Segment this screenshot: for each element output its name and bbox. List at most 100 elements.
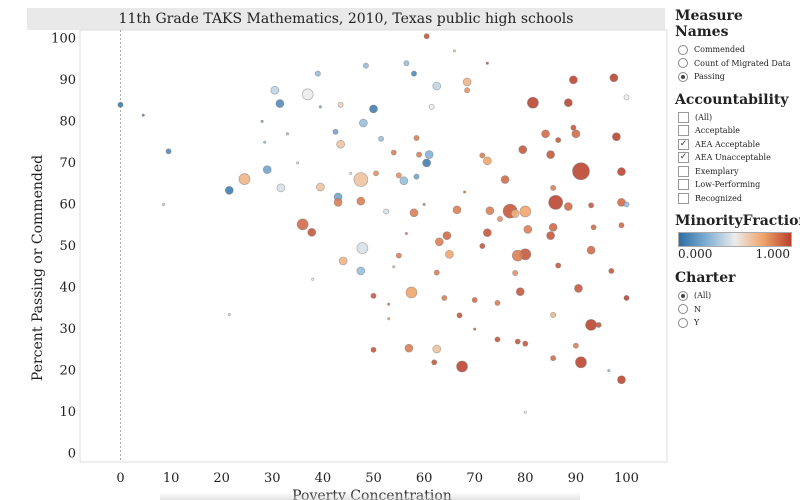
- data-point[interactable]: [571, 129, 581, 139]
- data-point[interactable]: [483, 156, 492, 166]
- data-point[interactable]: [572, 162, 590, 181]
- data-point[interactable]: [515, 287, 525, 297]
- data-point[interactable]: [383, 208, 390, 215]
- data-point[interactable]: [590, 224, 597, 231]
- data-point[interactable]: [224, 185, 234, 195]
- data-point[interactable]: [550, 184, 557, 191]
- measure-radio[interactable]: [678, 58, 688, 69]
- data-point[interactable]: [510, 209, 520, 218]
- data-point[interactable]: [612, 132, 621, 142]
- accountability-filter[interactable]: (All) Acceptable ✓ AEA Acceptable ✓ AEA Unacc…: [675, 111, 800, 206]
- data-point[interactable]: [369, 104, 378, 114]
- accountability-checkbox[interactable]: [678, 111, 689, 123]
- data-point[interactable]: [442, 231, 452, 240]
- data-point[interactable]: [370, 346, 377, 353]
- data-point[interactable]: [411, 70, 417, 77]
- data-point[interactable]: [276, 183, 286, 193]
- data-point[interactable]: [403, 60, 410, 67]
- data-point[interactable]: [338, 256, 348, 266]
- data-point[interactable]: [356, 196, 366, 206]
- data-point[interactable]: [238, 173, 251, 185]
- data-point[interactable]: [432, 344, 442, 354]
- data-point[interactable]: [456, 312, 463, 319]
- charter-radio[interactable]: [678, 304, 688, 315]
- data-point[interactable]: [514, 338, 521, 345]
- data-point[interactable]: [441, 294, 448, 301]
- data-point[interactable]: [395, 252, 402, 259]
- measure-radio[interactable]: [678, 71, 688, 82]
- data-point[interactable]: [387, 317, 391, 321]
- data-point[interactable]: [575, 356, 587, 369]
- data-point[interactable]: [316, 182, 325, 192]
- accountability-checkbox[interactable]: [678, 179, 689, 191]
- data-point[interactable]: [555, 262, 562, 269]
- data-point[interactable]: [378, 135, 385, 142]
- data-point[interactable]: [485, 61, 489, 65]
- data-point[interactable]: [452, 49, 457, 53]
- data-point[interactable]: [301, 88, 314, 101]
- data-point[interactable]: [422, 202, 426, 207]
- measure-option[interactable]: Commended: [675, 43, 800, 57]
- measure-radio[interactable]: [678, 44, 688, 55]
- data-point[interactable]: [464, 87, 471, 94]
- data-point[interactable]: [422, 158, 431, 168]
- data-point[interactable]: [541, 129, 550, 139]
- data-point[interactable]: [550, 355, 557, 362]
- data-point[interactable]: [608, 267, 615, 274]
- data-point[interactable]: [359, 118, 368, 128]
- data-point[interactable]: [434, 237, 444, 247]
- data-point[interactable]: [523, 225, 533, 234]
- data-point[interactable]: [387, 302, 391, 306]
- data-point[interactable]: [563, 202, 573, 211]
- data-point[interactable]: [473, 327, 477, 331]
- data-point[interactable]: [623, 94, 630, 101]
- accountability-option[interactable]: (All): [675, 111, 800, 125]
- data-point[interactable]: [275, 99, 285, 108]
- data-point[interactable]: [399, 176, 409, 186]
- data-point[interactable]: [586, 245, 596, 255]
- data-point[interactable]: [161, 202, 166, 207]
- data-point[interactable]: [431, 359, 438, 366]
- data-point[interactable]: [569, 75, 578, 85]
- data-point[interactable]: [432, 81, 442, 91]
- data-point[interactable]: [527, 96, 539, 109]
- data-point[interactable]: [404, 231, 408, 236]
- measure-option[interactable]: Passing: [675, 70, 800, 84]
- accountability-option[interactable]: ✓ AEA Unacceptable: [675, 151, 800, 165]
- data-point[interactable]: [617, 375, 626, 385]
- data-point[interactable]: [413, 135, 420, 141]
- data-point[interactable]: [353, 172, 369, 187]
- data-point[interactable]: [165, 148, 172, 155]
- charter-radio[interactable]: [678, 317, 688, 328]
- data-point[interactable]: [483, 228, 492, 238]
- data-point[interactable]: [519, 205, 532, 218]
- data-point[interactable]: [463, 190, 467, 194]
- data-point[interactable]: [497, 216, 503, 222]
- data-point[interactable]: [356, 242, 369, 254]
- data-point[interactable]: [479, 243, 486, 249]
- data-point[interactable]: [500, 175, 510, 184]
- data-point[interactable]: [511, 249, 524, 262]
- data-point[interactable]: [333, 198, 343, 207]
- data-point[interactable]: [433, 269, 440, 276]
- data-point[interactable]: [356, 266, 366, 276]
- data-point[interactable]: [617, 167, 626, 176]
- data-point[interactable]: [263, 140, 267, 144]
- data-point[interactable]: [423, 33, 430, 40]
- data-point[interactable]: [362, 62, 369, 69]
- data-point[interactable]: [607, 369, 611, 373]
- data-point[interactable]: [570, 124, 577, 131]
- data-point[interactable]: [413, 173, 420, 180]
- charter-option[interactable]: Y: [675, 316, 800, 330]
- measure-names-filter[interactable]: Commended Count of Migrated Data Passing: [675, 43, 800, 84]
- data-point[interactable]: [296, 161, 300, 165]
- charter-radio[interactable]: [678, 290, 688, 301]
- data-point[interactable]: [548, 222, 558, 232]
- data-point[interactable]: [227, 312, 231, 317]
- data-point[interactable]: [332, 128, 339, 135]
- data-point[interactable]: [546, 150, 555, 159]
- data-point[interactable]: [456, 360, 468, 373]
- data-point[interactable]: [428, 103, 435, 110]
- data-point[interactable]: [588, 202, 595, 209]
